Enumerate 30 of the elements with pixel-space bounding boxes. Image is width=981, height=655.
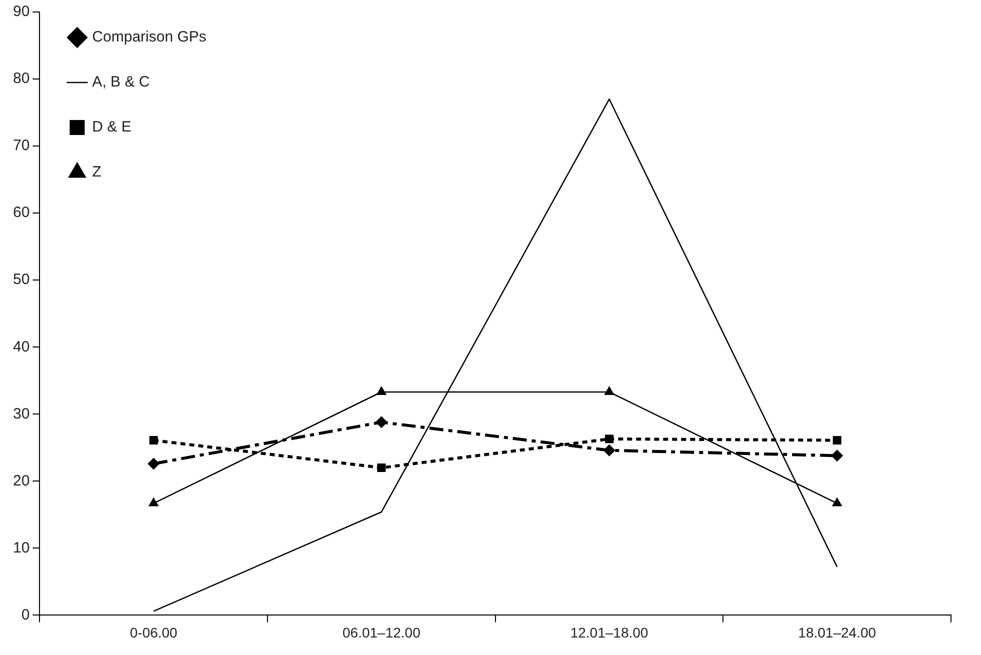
legend-label: Z: [92, 164, 102, 181]
y-tick-label: 70: [12, 137, 30, 154]
legend-label: A, B & C: [92, 74, 150, 91]
point: [603, 444, 616, 456]
x-tick-label: 0-06.00: [130, 624, 178, 640]
y-tick-label: 10: [12, 539, 30, 556]
point: [377, 464, 386, 472]
y-tick-label: 90: [12, 3, 30, 20]
y-tick-label: 30: [12, 405, 30, 422]
y-tick-label: 60: [12, 204, 30, 222]
x-tick-label: 06.01–12.00: [342, 624, 421, 640]
legend-label: D & E: [92, 118, 132, 136]
y-tick-label: 20: [12, 472, 30, 490]
x-tick-label: 18.01–24.00: [798, 624, 876, 640]
point: [605, 434, 614, 444]
y-tick-label: 50: [12, 271, 30, 288]
y-tick-label: 0: [21, 606, 30, 624]
y-tick-label: 80: [12, 70, 30, 88]
point: [375, 416, 388, 428]
point: [831, 450, 844, 462]
legend-label: Comparison GPs: [92, 28, 206, 46]
point: [148, 458, 160, 470]
point: [149, 436, 158, 445]
point: [604, 386, 614, 396]
point: [832, 497, 842, 506]
point: [376, 386, 387, 396]
point: [832, 436, 842, 445]
point: [148, 497, 159, 506]
x-tick-label: 12.01–18.00: [570, 624, 648, 640]
y-tick-label: 40: [12, 338, 30, 356]
